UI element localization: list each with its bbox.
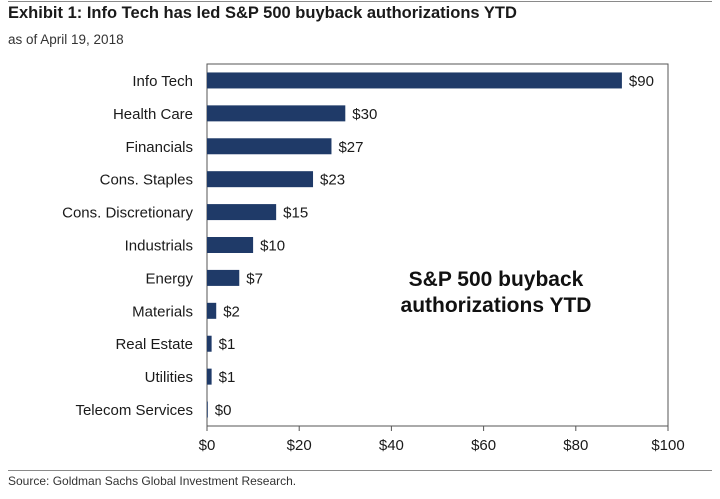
category-label: Info Tech [132,73,193,90]
data-label: $10 [260,238,285,255]
x-tick-label: $60 [471,437,496,454]
x-tick-label: $20 [287,437,312,454]
bar-chart: Info Tech Health Care Financials Cons. Stap… [62,63,685,454]
bar [207,171,314,188]
chart-source: Source: Goldman Sachs Global Investment … [8,474,297,488]
category-label: Health Care [113,106,193,123]
x-tick-label: $40 [379,437,404,454]
x-tick-label: $80 [563,437,588,454]
value-labels: $90 $30 $27 $23 $15 $10 $7 $2 $1 $1 $0 [215,73,654,419]
x-axis-ticks: $0 $20 $40 $60 $80 $100 [199,426,685,454]
bar [207,368,212,385]
bar [207,105,346,122]
bar [207,335,212,352]
bar [207,269,240,286]
category-label: Industrials [125,238,193,255]
bar [207,401,208,418]
chart-annotation: S&P 500 buyback authorizations YTD [401,268,592,317]
category-label: Telecom Services [75,402,193,419]
bottom-rule [8,470,712,471]
category-label: Cons. Discretionary [62,205,193,222]
x-tick-label: $100 [651,437,684,454]
bar [207,302,217,319]
chart-subtitle: as of April 19, 2018 [8,32,124,47]
data-label: $0 [215,402,232,419]
category-label: Energy [145,270,193,287]
category-label: Real Estate [115,336,193,353]
annotation-line: authorizations YTD [401,294,592,317]
data-label: $1 [219,369,236,386]
category-label: Materials [132,303,193,320]
bar [207,72,622,89]
bar [207,204,277,221]
data-label: $7 [246,270,263,287]
bar [207,237,254,253]
data-label: $30 [352,106,377,123]
data-label: $27 [338,139,363,156]
category-label: Financials [125,139,193,156]
data-label: $15 [283,205,308,222]
data-label: $23 [320,172,345,189]
category-label: Cons. Staples [100,172,193,189]
x-tick-label: $0 [199,437,216,454]
chart-title: Exhibit 1: Info Tech has led S&P 500 buy… [8,4,517,22]
data-label: $1 [219,336,236,353]
category-label: Utilities [145,369,193,386]
data-label: $90 [629,73,654,90]
annotation-line: S&P 500 buyback [409,268,584,291]
top-rule [8,1,712,2]
data-label: $2 [223,303,240,320]
bars [207,72,622,418]
bar [207,138,332,155]
category-labels: Info Tech Health Care Financials Cons. Stap… [62,73,193,419]
